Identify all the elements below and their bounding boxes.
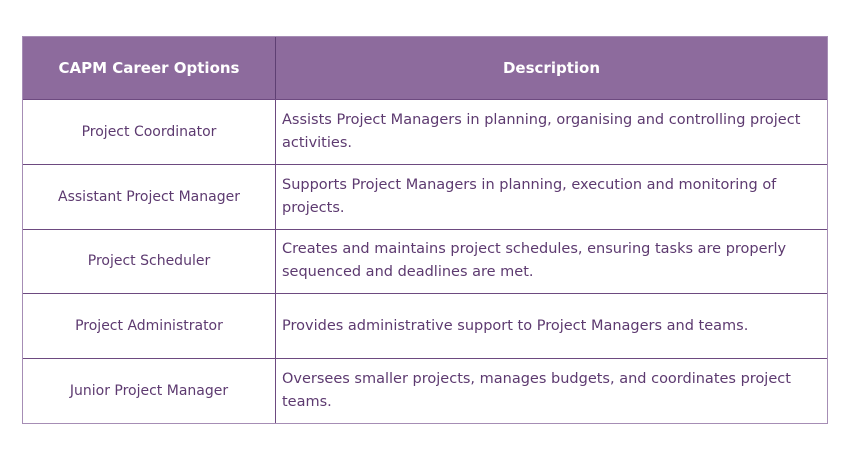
table-row: Project Coordinator Assists Project Mana… bbox=[23, 99, 827, 164]
role-cell: Junior Project Manager bbox=[23, 359, 276, 423]
table-row: Assistant Project Manager Supports Proje… bbox=[23, 163, 827, 229]
description-cell: Provides administrative support to Proje… bbox=[276, 294, 827, 358]
table-row: Project Scheduler Creates and maintains … bbox=[23, 228, 827, 294]
table-row: Project Administrator Provides administr… bbox=[23, 293, 827, 359]
capm-career-table: CAPM Career Options Description Project … bbox=[22, 36, 828, 424]
table-row: Junior Project Manager Oversees smaller … bbox=[23, 358, 827, 423]
role-cell: Project Scheduler bbox=[23, 229, 276, 294]
description-cell: Creates and maintains project schedules,… bbox=[276, 230, 827, 294]
table-header-row: CAPM Career Options Description bbox=[23, 37, 827, 99]
role-cell: Project Coordinator bbox=[23, 100, 276, 164]
description-cell: Oversees smaller projects, manages budge… bbox=[276, 359, 827, 423]
description-cell: Supports Project Managers in planning, e… bbox=[276, 165, 827, 229]
role-cell: Assistant Project Manager bbox=[23, 164, 276, 229]
role-cell: Project Administrator bbox=[23, 294, 276, 359]
description-text: Creates and maintains project schedules,… bbox=[282, 241, 787, 281]
description-text: Oversees smaller projects, manages budge… bbox=[282, 371, 791, 411]
header-cell-career-options: CAPM Career Options bbox=[23, 37, 276, 99]
description-text: Provides administrative support to Proje… bbox=[282, 317, 749, 334]
header-cell-description: Description bbox=[502, 59, 601, 77]
description-text: Supports Project Managers in planning, e… bbox=[282, 176, 777, 216]
description-text: Assists Project Managers in planning, or… bbox=[282, 111, 801, 151]
description-cell: Assists Project Managers in planning, or… bbox=[276, 100, 827, 164]
